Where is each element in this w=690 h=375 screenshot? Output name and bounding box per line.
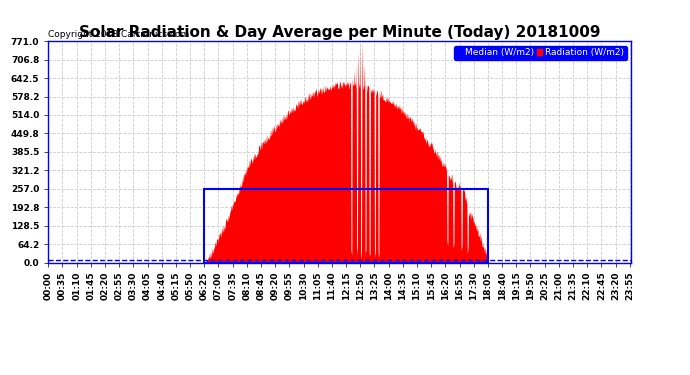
- Bar: [204, 189, 488, 262]
- Legend: Median (W/m2), Radiation (W/m2): Median (W/m2), Radiation (W/m2): [454, 46, 627, 60]
- Title: Solar Radiation & Day Average per Minute (Today) 20181009: Solar Radiation & Day Average per Minute…: [79, 25, 600, 40]
- Text: Copyright 2018 Cartronics.com: Copyright 2018 Cartronics.com: [48, 30, 190, 39]
